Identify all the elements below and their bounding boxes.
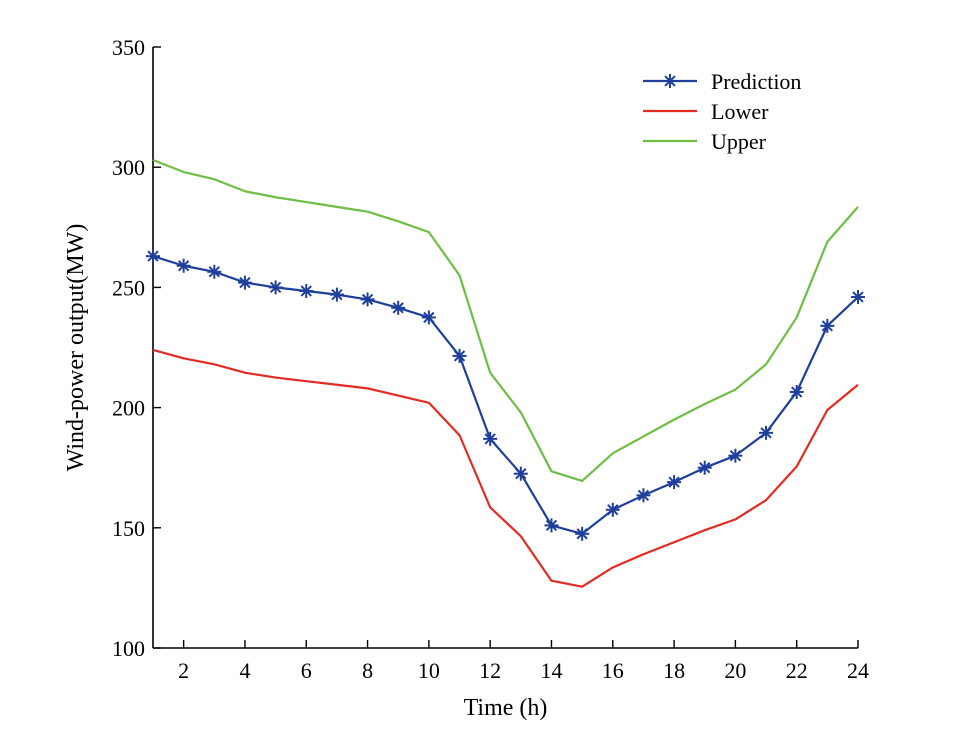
legend-marker-prediction — [663, 74, 677, 88]
series-prediction-point — [513, 466, 528, 481]
series-prediction-point — [789, 384, 804, 399]
series-prediction-point-stroke — [177, 260, 190, 272]
x-tick-label: 16 — [602, 658, 624, 683]
x-tick-label: 2 — [178, 658, 189, 683]
series-prediction-point — [146, 249, 160, 264]
series-prediction-point-stroke — [545, 519, 558, 532]
x-tick-label: 22 — [786, 658, 808, 683]
legend-marker-prediction-stroke — [664, 75, 676, 87]
x-axis-title: Time (h) — [464, 695, 548, 721]
series-prediction-point-stroke — [269, 281, 282, 294]
series-prediction-point — [636, 488, 651, 503]
series-prediction-point — [207, 264, 222, 279]
legend-entry-upper: Upper — [643, 129, 767, 154]
y-tick-label: 100 — [112, 636, 145, 661]
series-prediction-point — [605, 502, 620, 517]
series-prediction-point-stroke — [637, 489, 650, 502]
legend-label-lower: Lower — [711, 99, 769, 124]
series-prediction-point — [421, 310, 436, 325]
x-tick-label: 10 — [418, 658, 440, 683]
series-prediction-point — [820, 318, 835, 333]
series-prediction-point-stroke — [821, 320, 834, 332]
series-prediction-point-stroke — [791, 386, 803, 398]
series-prediction-point — [667, 475, 682, 490]
series-prediction-point-stroke — [515, 468, 527, 480]
series-prediction-point-stroke — [423, 311, 435, 324]
series-prediction-point-stroke — [760, 427, 772, 439]
series-prediction-point-stroke — [699, 462, 711, 474]
y-tick-label: 200 — [112, 396, 145, 421]
x-tick-label: 18 — [663, 658, 685, 683]
legend-label-upper: Upper — [711, 129, 767, 154]
series-layer — [146, 158, 865, 588]
series-prediction-point-stroke — [668, 476, 680, 488]
y-axis-title: Wind-power output(MW) — [63, 224, 89, 472]
series-prediction-point-stroke — [392, 302, 404, 314]
x-tick-label: 20 — [724, 658, 746, 683]
x-tick-label: 24 — [847, 658, 869, 683]
series-lower-line — [152, 348, 859, 588]
legend: Prediction Lower Upper — [643, 69, 801, 154]
series-prediction-point-stroke — [576, 528, 588, 540]
series-prediction-point — [329, 287, 344, 302]
series-prediction-point-stroke — [239, 276, 251, 289]
y-tick-label: 150 — [112, 516, 145, 541]
series-prediction-point-stroke — [484, 433, 496, 445]
series-prediction-point-stroke — [147, 250, 159, 262]
y-tick-label: 350 — [112, 35, 145, 60]
series-prediction-point — [728, 448, 743, 463]
series-prediction-point — [452, 348, 467, 363]
x-tick-label: 8 — [362, 658, 373, 683]
x-tick-label: 12 — [479, 658, 501, 683]
y-tick-label: 300 — [112, 155, 145, 180]
series-prediction-point — [544, 518, 559, 533]
series-prediction-point — [697, 460, 712, 475]
series-prediction-point — [575, 526, 590, 541]
series-prediction-point — [759, 425, 774, 440]
series-prediction-point — [360, 292, 375, 307]
series-prediction-point-stroke — [331, 288, 343, 301]
legend-entry-prediction: Prediction — [643, 69, 801, 94]
series-prediction-point-stroke — [208, 266, 220, 278]
series-prediction-line — [152, 255, 859, 535]
series-upper-line — [152, 158, 859, 483]
legend-label-prediction: Prediction — [711, 69, 801, 94]
series-prediction-point-stroke — [729, 450, 742, 462]
series-prediction-point — [299, 284, 314, 299]
series-prediction-point-stroke — [361, 293, 374, 306]
x-tick-label: 14 — [540, 658, 562, 683]
series-prediction-point — [851, 290, 865, 305]
series-prediction-point — [391, 300, 406, 315]
series-prediction-point-stroke — [453, 350, 466, 362]
legend-entry-lower: Lower — [643, 99, 769, 124]
series-prediction-point — [483, 431, 498, 446]
series-prediction-point — [268, 280, 283, 295]
x-tick-label: 6 — [301, 658, 312, 683]
series-prediction-point-stroke — [852, 291, 864, 303]
series-prediction-point — [237, 275, 252, 290]
series-prediction-point-stroke — [300, 285, 312, 297]
series-prediction-point-stroke — [607, 504, 619, 516]
x-tick-label: 4 — [239, 658, 250, 683]
series-prediction-point — [176, 258, 191, 273]
y-tick-label: 250 — [112, 275, 145, 300]
